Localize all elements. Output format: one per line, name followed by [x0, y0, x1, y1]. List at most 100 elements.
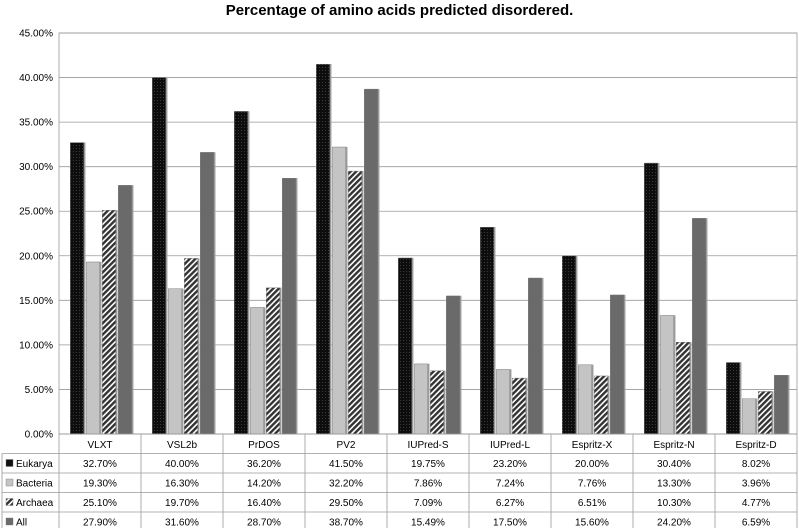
data-label: 3.96%	[742, 479, 770, 490]
bar-bacteria-pv2	[332, 146, 346, 435]
data-label: 25.10%	[83, 498, 117, 509]
data-label: 6.51%	[578, 498, 606, 509]
data-label: 32.20%	[329, 479, 363, 490]
x-category-label: Espritz-D	[735, 440, 776, 451]
bar-eukarya-pv2	[316, 63, 330, 435]
x-category-label: PV2	[337, 440, 356, 451]
bar-archaea-vlxt	[102, 210, 116, 435]
data-label: 16.30%	[165, 479, 199, 490]
data-label: 27.90%	[83, 518, 117, 528]
bar-bacteria-iupred-l	[496, 369, 510, 435]
data-label: 19.70%	[165, 498, 199, 509]
data-label: 10.30%	[657, 498, 691, 509]
x-category-label: IUPred-L	[490, 440, 530, 451]
data-label: 36.20%	[247, 459, 281, 470]
data-label: 32.70%	[83, 459, 117, 470]
bar-archaea-espritz-x	[594, 375, 608, 435]
bar-eukarya-iupred-s	[398, 257, 412, 435]
y-tick-label: 40.00%	[19, 73, 53, 84]
bar-bacteria-vlxt	[86, 261, 100, 435]
bar-archaea-prdos	[266, 287, 280, 435]
data-label: 4.77%	[742, 498, 770, 509]
legend-entry-eukarya: Eukarya	[16, 459, 53, 470]
legend-key-eukarya	[5, 459, 14, 467]
legend-entry-all: All	[16, 518, 27, 528]
y-tick-label: 45.00%	[19, 29, 53, 40]
bar-bacteria-espritz-d	[742, 398, 756, 435]
bar-bacteria-prdos	[250, 307, 264, 435]
bar-eukarya-prdos	[234, 111, 248, 435]
bar-archaea-pv2	[348, 170, 362, 435]
bar-archaea-vsl2b	[184, 258, 198, 435]
bar-all-espritz-n	[692, 218, 706, 435]
y-tick-label: 30.00%	[19, 162, 53, 173]
y-tick-label: 35.00%	[19, 118, 53, 129]
bar-all-iupred-s	[446, 295, 460, 435]
data-label: 7.24%	[496, 479, 524, 490]
y-tick-label: 5.00%	[25, 385, 53, 396]
bar-archaea-iupred-s	[430, 370, 444, 435]
bar-bacteria-iupred-s	[414, 363, 428, 435]
bar-archaea-espritz-n	[676, 342, 690, 435]
bar-eukarya-iupred-l	[480, 227, 494, 435]
data-label: 17.50%	[493, 518, 527, 528]
y-tick-label: 15.00%	[19, 296, 53, 307]
data-label: 16.40%	[247, 498, 281, 509]
data-label: 15.49%	[411, 518, 445, 528]
data-label: 31.60%	[165, 518, 199, 528]
legend-entry-bacteria: Bacteria	[16, 479, 53, 490]
x-category-label: VLXT	[87, 440, 112, 451]
data-label: 7.76%	[578, 479, 606, 490]
data-label: 19.75%	[411, 459, 445, 470]
data-label: 41.50%	[329, 459, 363, 470]
data-label: 8.02%	[742, 459, 770, 470]
chart-title: Percentage of amino acids predicted diso…	[225, 2, 574, 19]
bar-eukarya-espritz-x	[562, 255, 576, 435]
bar-bacteria-espritz-x	[578, 364, 592, 435]
bar-bacteria-espritz-n	[660, 315, 674, 435]
data-label: 7.09%	[414, 498, 442, 509]
data-label: 28.70%	[247, 518, 281, 528]
y-tick-label: 20.00%	[19, 251, 53, 262]
bar-all-iupred-l	[528, 277, 542, 435]
bar-eukarya-vsl2b	[152, 77, 166, 435]
bar-bacteria-vsl2b	[168, 288, 182, 435]
data-label: 14.20%	[247, 479, 281, 490]
bar-all-vlxt	[118, 185, 132, 435]
legend-key-bacteria	[5, 478, 14, 487]
bar-archaea-iupred-l	[512, 377, 526, 435]
data-label: 40.00%	[165, 459, 199, 470]
bar-eukarya-vlxt	[70, 142, 84, 435]
data-label: 6.59%	[742, 518, 770, 528]
bar-all-espritz-x	[610, 294, 624, 435]
bar-all-prdos	[282, 178, 296, 435]
data-label: 13.30%	[657, 479, 691, 490]
x-category-label: Espritz-X	[572, 440, 613, 451]
y-tick-label: 25.00%	[19, 207, 53, 218]
data-label: 20.00%	[575, 459, 609, 470]
y-tick-label: 10.00%	[19, 340, 53, 351]
legend-key-all	[5, 517, 14, 526]
data-label: 24.20%	[657, 518, 691, 528]
x-category-label: VSL2b	[167, 440, 197, 451]
data-label: 38.70%	[329, 518, 363, 528]
legend-key-archaea	[5, 498, 14, 506]
y-tick-label: 0.00%	[25, 430, 53, 441]
data-label: 6.27%	[496, 498, 524, 509]
bar-archaea-espritz-d	[758, 391, 772, 435]
x-category-label: Espritz-N	[653, 440, 694, 451]
legend-entry-archaea: Archaea	[16, 498, 54, 509]
data-label: 15.60%	[575, 518, 609, 528]
data-label: 23.20%	[493, 459, 527, 470]
bar-eukarya-espritz-n	[644, 162, 658, 435]
data-label: 7.86%	[414, 479, 442, 490]
bar-all-espritz-d	[774, 375, 788, 435]
x-category-label: IUPred-S	[407, 440, 448, 451]
data-label: 19.30%	[83, 479, 117, 490]
data-label: 29.50%	[329, 498, 363, 509]
bar-all-pv2	[364, 88, 378, 435]
bar-all-vsl2b	[200, 152, 214, 435]
data-label: 30.40%	[657, 459, 691, 470]
bar-eukarya-espritz-d	[726, 362, 740, 435]
